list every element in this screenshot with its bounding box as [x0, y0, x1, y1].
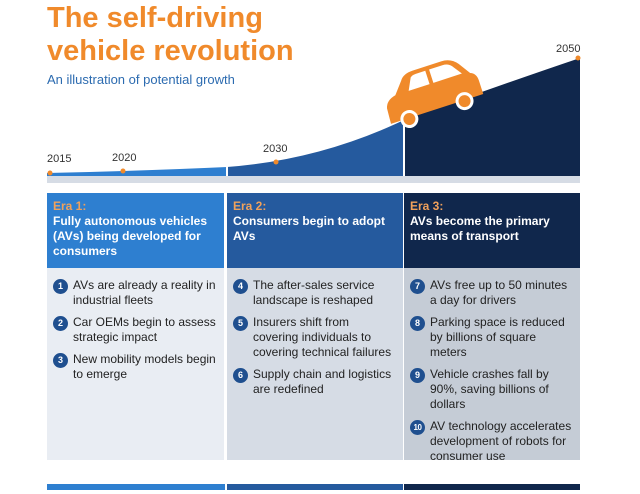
- list-item: 7 AVs free up to 50 minutes a day for dr…: [410, 278, 574, 308]
- list-item-text: AV technology accelerates development of…: [430, 419, 572, 463]
- era-3-label: Era 3:: [410, 199, 444, 213]
- year-label-2015: 2015: [47, 153, 71, 165]
- era-2-header: Era 2: Consumers begin to adopt AVs: [227, 193, 403, 268]
- bottom-bar-era1: [47, 484, 225, 490]
- number-badge-icon: 1: [53, 279, 68, 294]
- era-2-title: Consumers begin to adopt AVs: [233, 214, 386, 243]
- growth-curve-graphic: 2015 2020 2030 2050: [47, 43, 581, 183]
- number-badge-icon: 8: [410, 316, 425, 331]
- bottom-bar-era2: [227, 484, 403, 490]
- infographic-title: The self-driving vehicle revolution: [47, 2, 294, 68]
- era2-curve-area: [227, 120, 404, 176]
- number-badge-icon: 10: [410, 420, 425, 435]
- era-2-label: Era 2:: [233, 199, 267, 213]
- bottom-bar-era3: [404, 484, 580, 490]
- era-3-header: Era 3: AVs become the primary means of t…: [404, 193, 580, 268]
- year-label-2050: 2050: [556, 43, 580, 55]
- era-1-title: Fully autonomous vehicles (AVs) being de…: [53, 214, 208, 258]
- number-badge-icon: 5: [233, 316, 248, 331]
- list-item: 8 Parking space is reduced by billions o…: [410, 315, 574, 360]
- list-item-text: Parking space is reduced by billions of …: [430, 315, 565, 359]
- year-label-2030: 2030: [263, 143, 287, 155]
- number-badge-icon: 4: [233, 279, 248, 294]
- list-item: 5 Insurers shift from covering individua…: [233, 315, 397, 360]
- era-1-label: Era 1:: [53, 199, 87, 213]
- list-item: 9 Vehicle crashes fall by 90%, saving bi…: [410, 367, 574, 412]
- list-item-text: Supply chain and logistics are redefined: [253, 367, 392, 396]
- era-1-column: Era 1: Fully autonomous vehicles (AVs) b…: [47, 193, 224, 460]
- milestone-dot-2015: [47, 170, 53, 176]
- list-item-text: Car OEMs begin to assess strategic impac…: [73, 315, 216, 344]
- list-item: 10 AV technology accelerates development…: [410, 419, 574, 464]
- list-item: 2 Car OEMs begin to assess strategic imp…: [53, 315, 218, 345]
- list-item-text: AVs are already a reality in industrial …: [73, 278, 216, 307]
- list-item-text: Vehicle crashes fall by 90%, saving bill…: [430, 367, 549, 411]
- list-item: 1 AVs are already a reality in industria…: [53, 278, 218, 308]
- era-separator-band: [47, 176, 580, 183]
- list-item-text: The after-sales service landscape is res…: [253, 278, 375, 307]
- number-badge-icon: 6: [233, 368, 248, 383]
- era3-curve-area: [404, 58, 580, 176]
- list-item: 6 Supply chain and logistics are redefin…: [233, 367, 397, 397]
- milestone-dot-2050: [575, 55, 581, 61]
- era1-curve-area: [47, 167, 227, 176]
- list-item: 3 New mobility models begin to emerge: [53, 352, 218, 382]
- milestone-dot-2030: [273, 159, 279, 165]
- era-3-items: 7 AVs free up to 50 minutes a day for dr…: [404, 268, 580, 464]
- era-3-column: Era 3: AVs become the primary means of t…: [404, 193, 580, 463]
- list-item-text: New mobility models begin to emerge: [73, 352, 216, 381]
- era-2-items: 4 The after-sales service landscape is r…: [227, 268, 403, 397]
- era-1-items: 1 AVs are already a reality in industria…: [47, 268, 224, 382]
- list-item-text: AVs free up to 50 minutes a day for driv…: [430, 278, 568, 307]
- title-line-1: The self-driving: [47, 2, 263, 34]
- infographic-subtitle: An illustration of potential growth: [47, 72, 235, 87]
- car-icon: [387, 60, 484, 129]
- era-3-title: AVs become the primary means of transpor…: [410, 214, 550, 243]
- number-badge-icon: 7: [410, 279, 425, 294]
- list-item-text: Insurers shift from covering individuals…: [253, 315, 392, 359]
- era-1-header: Era 1: Fully autonomous vehicles (AVs) b…: [47, 193, 224, 268]
- year-label-2020: 2020: [112, 152, 136, 164]
- number-badge-icon: 3: [53, 353, 68, 368]
- title-line-2: vehicle revolution: [47, 35, 294, 67]
- number-badge-icon: 2: [53, 316, 68, 331]
- number-badge-icon: 9: [410, 368, 425, 383]
- bottom-era-bar: [47, 484, 580, 490]
- era-2-column: Era 2: Consumers begin to adopt AVs 4 Th…: [227, 193, 403, 460]
- milestone-dot-2020: [120, 168, 126, 174]
- list-item: 4 The after-sales service landscape is r…: [233, 278, 397, 308]
